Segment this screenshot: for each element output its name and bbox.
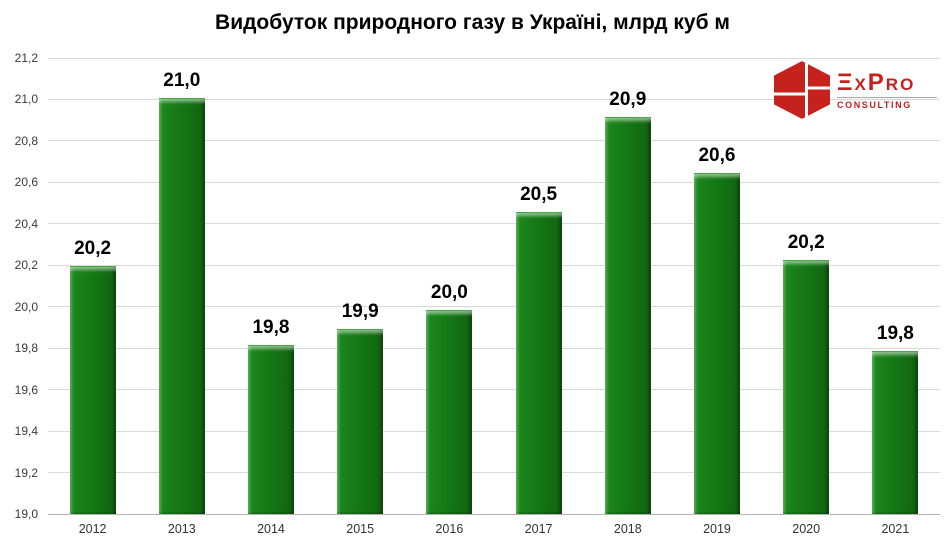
bar-column-2013: 21,0 <box>137 58 226 514</box>
gridline <box>48 306 940 308</box>
x-axis-label-2017: 2017 <box>524 522 553 536</box>
bar-value-label-2016: 20,0 <box>430 281 468 303</box>
bar-value-label-2020: 20,2 <box>787 232 825 254</box>
bar-2018 <box>604 117 651 514</box>
y-tick-label: 19,8 <box>14 341 38 356</box>
bar-column-2020: 20,2 <box>762 58 851 514</box>
bar-2015 <box>337 328 384 514</box>
expro-logo-divider <box>837 96 937 98</box>
y-tick-label: 19,4 <box>14 424 38 439</box>
bar-2019 <box>693 173 740 514</box>
gridline <box>48 223 940 225</box>
expro-logo-brand: ΞxPro <box>837 68 916 96</box>
bar-2012 <box>69 266 116 514</box>
bar-value-label-2013: 21,0 <box>163 70 201 92</box>
gridline <box>48 389 940 391</box>
y-tick-label: 19,2 <box>14 465 38 480</box>
bar-2021 <box>872 351 919 514</box>
x-axis-label-2019: 2019 <box>703 522 731 536</box>
y-tick-label: 20,6 <box>14 175 38 190</box>
x-axis-label-2020: 2020 <box>792 522 821 536</box>
gridline <box>48 513 940 515</box>
bar-value-label-2012: 20,2 <box>74 238 112 260</box>
expro-logo-text: ΞxPro CONSULTING <box>837 68 937 110</box>
expro-logo-subtitle: CONSULTING <box>837 99 912 110</box>
y-tick-label: 20,2 <box>14 258 38 273</box>
bar-column-2016: 20,0 <box>405 58 494 514</box>
bar-column-2017: 20,5 <box>494 58 583 514</box>
bar-value-label-2021: 19,8 <box>876 323 914 345</box>
bar-2017 <box>515 212 562 514</box>
bar-column-2014: 19,8 <box>226 58 315 514</box>
gridline <box>48 347 940 349</box>
bar-column-2019: 20,6 <box>672 58 761 514</box>
x-axis-label-2018: 2018 <box>613 522 642 536</box>
y-tick-label: 21,2 <box>14 51 38 65</box>
gridline <box>48 181 940 183</box>
bar-value-label-2018: 20,9 <box>609 89 647 111</box>
y-axis-tick-labels: 21,2 21,0 20,8 20,6 20,4 20,2 20,0 19,8 19,6 19,4… <box>0 51 44 521</box>
chart-title: Видобуток природного газу в Україні, млр… <box>215 11 730 34</box>
plot-area: 20,2 21,0 19,8 19,9 20,0 20,5 20,9 20,6 20,2 19,8 <box>48 57 940 515</box>
expro-logo: ΞxPro CONSULTING <box>774 61 937 119</box>
y-tick-label: 20,0 <box>14 299 38 314</box>
y-tick-label: 20,8 <box>14 133 38 148</box>
bar-column-2021: 19,8 <box>851 58 940 514</box>
bar-2020 <box>783 260 830 514</box>
bar-value-label-2017: 20,5 <box>520 184 558 206</box>
y-tick-label: 19,6 <box>14 382 38 397</box>
x-axis-label-2012: 2012 <box>78 522 107 536</box>
bar-column-2015: 19,9 <box>316 58 405 514</box>
x-axis-label-2013: 2013 <box>167 522 196 536</box>
bar-value-label-2014: 19,8 <box>252 317 290 339</box>
y-tick-label: 21,0 <box>14 92 38 107</box>
gridline <box>48 472 940 474</box>
bar-2016 <box>426 309 473 514</box>
y-tick-label: 19,0 <box>14 507 38 521</box>
bar-2014 <box>247 345 294 514</box>
y-tick-label: 20,4 <box>14 216 38 231</box>
bar-column-2012: 20,2 <box>48 58 137 514</box>
x-axis-label-2014: 2014 <box>257 522 285 536</box>
x-axis-label-2015: 2015 <box>346 522 375 536</box>
x-axis-label-2016: 2016 <box>435 522 464 536</box>
bar-column-2018: 20,9 <box>583 58 672 514</box>
bar-2013 <box>158 98 205 514</box>
gridline <box>48 98 940 100</box>
bar-value-label-2019: 20,6 <box>698 145 736 167</box>
gridline <box>48 57 940 59</box>
expro-hexagon-icon <box>774 61 830 119</box>
gridline <box>48 430 940 432</box>
x-axis-labels: 2012 2013 2014 2015 2016 2017 2018 2019 2020 2021 <box>48 514 940 544</box>
bar-value-label-2015: 19,9 <box>341 300 379 322</box>
gridline <box>48 264 940 266</box>
gridline <box>48 140 940 142</box>
x-axis-label-2021: 2021 <box>881 522 910 536</box>
